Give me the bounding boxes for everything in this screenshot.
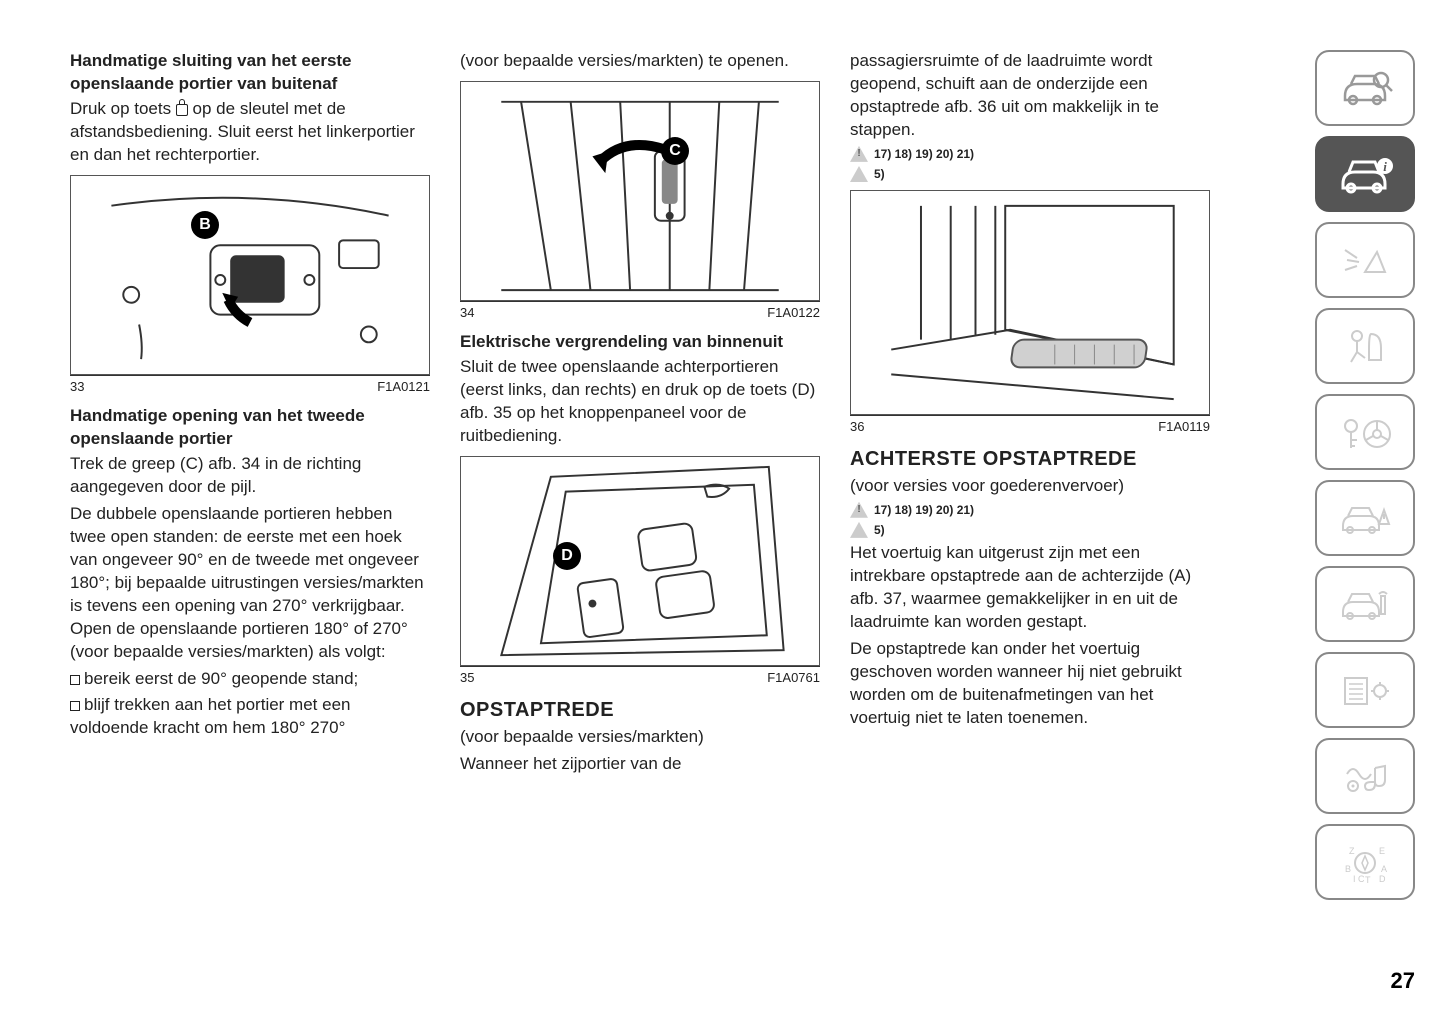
lock-icon (176, 104, 188, 116)
text: 17) 18) 19) 20) 21) (874, 146, 974, 162)
heading-manual-open: Handmatige opening van het tweede opensl… (70, 405, 430, 451)
text: bereik eerst de 90° geopende stand; (84, 669, 358, 688)
fig-number: 35 (460, 669, 474, 687)
callout-c: C (661, 137, 689, 165)
bullet-icon (70, 701, 80, 711)
para: (voor bepaalde versies/markten) (460, 726, 820, 749)
para: De dubbele openslaande portieren hebben … (70, 503, 430, 664)
figure-35-caption: 35 F1A0761 (460, 666, 820, 687)
svg-text:T: T (1365, 875, 1371, 885)
text: 5) (874, 166, 885, 182)
text: Druk op toets (70, 99, 176, 118)
heading-opstaptrede: OPSTAPTREDE (460, 697, 820, 724)
manual-page: Handmatige sluiting van het eerste opens… (0, 0, 1445, 800)
warning-refs: 5) (850, 166, 1210, 182)
para: Wanneer het zijportier van de (460, 753, 820, 776)
callout-d: D (553, 542, 581, 570)
tab-info-car[interactable]: i (1315, 136, 1415, 212)
fig-code: F1A0121 (377, 378, 430, 396)
fig-number: 34 (460, 304, 474, 322)
fig-code: F1A0761 (767, 669, 820, 687)
para: Trek de greep (C) afb. 34 in de richting… (70, 453, 430, 499)
figure-33-caption: 33 F1A0121 (70, 375, 430, 396)
svg-text:B: B (1345, 864, 1351, 874)
fig-code: F1A0119 (1158, 418, 1210, 436)
tab-media[interactable] (1315, 738, 1415, 814)
tab-compass[interactable]: Z E B AD I CT (1315, 824, 1415, 900)
figure-33-image: B (70, 175, 430, 375)
warning-refs: ! 17) 18) 19) 20) 21) (850, 502, 1210, 518)
figure-36: 36 F1A0119 (850, 190, 1210, 436)
heading-electric-lock: Elektrische vergrendeling van binnenuit (460, 331, 820, 354)
svg-text:i: i (1383, 159, 1387, 174)
text: 5) (874, 522, 885, 538)
figure-35: D 35 F1A0761 (460, 456, 820, 687)
section-tabs: i Z E B AD I CT (1315, 50, 1415, 900)
fig-number: 36 (850, 418, 864, 436)
figure-36-caption: 36 F1A0119 (850, 415, 1210, 436)
page-number: 27 (1391, 968, 1415, 994)
bullet: blijf trekken aan het portier met een vo… (70, 694, 430, 740)
figure-34-image: C (460, 81, 820, 301)
para: (voor versies voor goederenvervoer) (850, 475, 1210, 498)
svg-text:E: E (1379, 846, 1385, 856)
tab-search-car[interactable] (1315, 50, 1415, 126)
tab-settings[interactable] (1315, 652, 1415, 728)
tab-key-wheel[interactable] (1315, 394, 1415, 470)
tab-lights[interactable] (1315, 222, 1415, 298)
warning-refs: ! 17) 18) 19) 20) 21) (850, 146, 1210, 162)
svg-text:I C: I C (1353, 874, 1365, 884)
para: passagiersruimte of de laadruimte wordt … (850, 50, 1210, 142)
warning-triangle-icon (850, 166, 868, 182)
bullet-icon (70, 675, 80, 685)
column-1: Handmatige sluiting van het eerste opens… (70, 50, 430, 780)
bullet: bereik eerst de 90° geopende stand; (70, 668, 430, 691)
svg-text:A: A (1381, 864, 1387, 874)
para: Sluit de twee openslaande achterportiere… (460, 356, 820, 448)
para: De opstaptrede kan onder het voertuig ge… (850, 638, 1210, 730)
tab-warning[interactable] (1315, 480, 1415, 556)
warning-triangle-icon: ! (850, 502, 868, 518)
warning-triangle-icon (850, 522, 868, 538)
fig-number: 33 (70, 378, 84, 396)
figure-36-image (850, 190, 1210, 415)
para: Druk op toets op de sleutel met de afsta… (70, 98, 430, 167)
heading-manual-close: Handmatige sluiting van het eerste opens… (70, 50, 430, 96)
column-3: passagiersruimte of de laadruimte wordt … (850, 50, 1210, 780)
figure-34: C 34 F1A0122 (460, 81, 820, 322)
heading-achterste: ACHTERSTE OPSTAPTREDE (850, 446, 1210, 473)
column-2: (voor bepaalde versies/markten) te opene… (460, 50, 820, 780)
svg-text:Z: Z (1349, 846, 1355, 856)
figure-35-image: D (460, 456, 820, 666)
text: blijf trekken aan het portier met een vo… (70, 695, 350, 737)
figure-34-caption: 34 F1A0122 (460, 301, 820, 322)
tab-service[interactable] (1315, 566, 1415, 642)
fig-code: F1A0122 (767, 304, 820, 322)
figure-33: B 33 F1A0121 (70, 175, 430, 396)
tab-seat[interactable] (1315, 308, 1415, 384)
para: (voor bepaalde versies/markten) te opene… (460, 50, 820, 73)
warning-refs: 5) (850, 522, 1210, 538)
para: Het voertuig kan uitgerust zijn met een … (850, 542, 1210, 634)
warning-triangle-icon: ! (850, 146, 868, 162)
text: 17) 18) 19) 20) 21) (874, 502, 974, 518)
svg-text:D: D (1379, 874, 1386, 884)
callout-b: B (191, 211, 219, 239)
